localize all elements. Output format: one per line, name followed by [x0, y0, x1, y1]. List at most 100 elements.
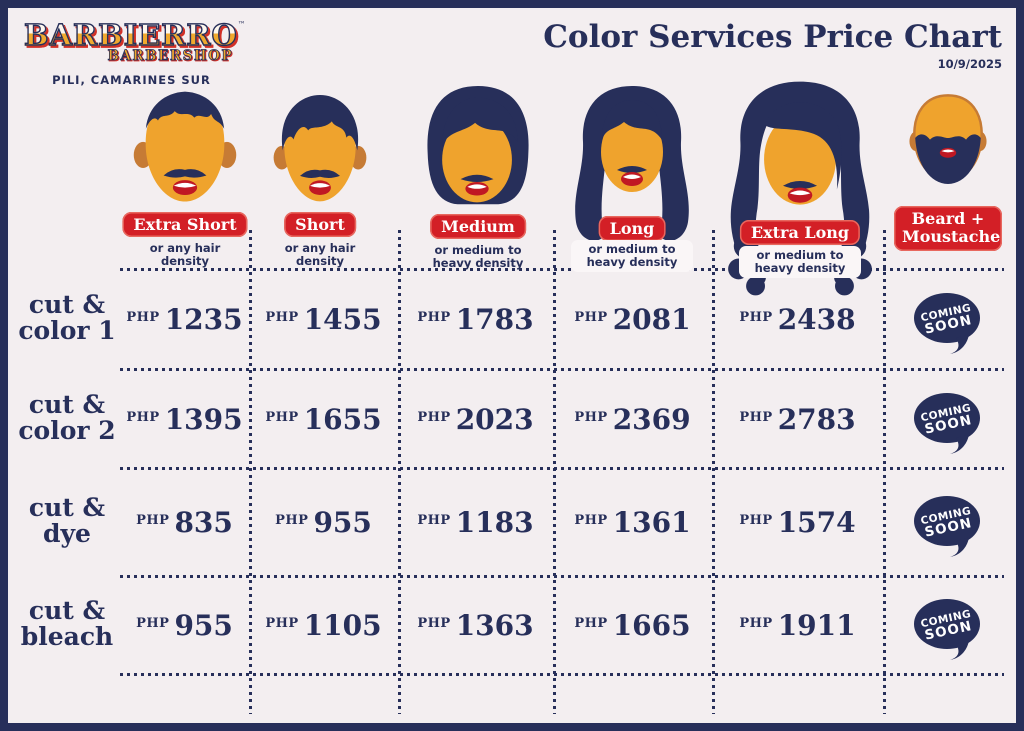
density-subtitle: or any hair density	[284, 241, 356, 269]
medium-hair-icon	[427, 86, 529, 205]
currency-label: PHP	[739, 409, 773, 425]
currency-label: PHP	[417, 309, 451, 325]
grid-hline	[120, 268, 1004, 271]
price-value: 1455	[303, 303, 382, 336]
length-badge-short: Short	[284, 212, 356, 237]
grid-hline	[120, 368, 1004, 371]
price-cell: PHP 1783	[398, 302, 553, 338]
price-value: 2369	[612, 403, 691, 436]
brand-location: PILI, CAMARINES SUR	[52, 73, 211, 87]
price-value: 1183	[455, 506, 534, 539]
price-value: 955	[313, 506, 372, 539]
extra-short-hair-icon	[133, 91, 237, 202]
currency-label: PHP	[739, 512, 773, 528]
price-value: 1235	[164, 303, 243, 336]
coming-soon-bubble: COMING SOON	[914, 293, 980, 354]
price-value: 2081	[612, 303, 691, 336]
grid-vline	[398, 230, 401, 714]
grid-vline	[553, 230, 556, 714]
currency-label: PHP	[265, 409, 299, 425]
price-value: 2438	[777, 303, 856, 336]
service-row-label: cut & dye	[28, 493, 106, 548]
grid-hline	[120, 467, 1004, 470]
length-badge-beard-moustache: Beard + Moustache	[894, 206, 1002, 251]
price-value: 955	[174, 609, 233, 642]
price-cell: PHP 835	[120, 505, 249, 541]
currency-label: PHP	[417, 615, 451, 631]
service-row-label: cut & color 1	[18, 290, 116, 345]
grid-hline	[120, 575, 1004, 578]
coming-soon-bubble: COMING SOON	[914, 393, 980, 454]
grid-vline	[712, 230, 715, 714]
currency-label: PHP	[574, 615, 608, 631]
price-cell: PHP 955	[249, 505, 398, 541]
coming-soon-bubble: COMING SOON	[914, 496, 980, 557]
density-subtitle: or medium to heavy density	[739, 246, 861, 279]
price-value: 1655	[303, 403, 382, 436]
beard-moustache-icon	[909, 94, 987, 184]
brand-logo: BARBIERRO™	[23, 17, 245, 52]
density-subtitle: or medium to heavy density	[432, 243, 524, 271]
price-cell: PHP 1665	[553, 608, 712, 644]
long-hair-icon	[575, 86, 689, 241]
coming-soon-bubble: COMING SOON	[914, 599, 980, 660]
currency-label: PHP	[574, 309, 608, 325]
brand-block: BARBIERRO™ BARBERSHOP PILI, CAMARINES SU…	[23, 17, 245, 87]
price-cell: PHP 1395	[120, 402, 249, 438]
price-value: 1665	[612, 609, 691, 642]
price-value: 1783	[455, 303, 534, 336]
currency-label: PHP	[417, 409, 451, 425]
title-block: Color Services Price Chart 10/9/2025	[543, 20, 1002, 71]
currency-label: PHP	[136, 512, 170, 528]
price-cell: PHP 1574	[712, 505, 883, 541]
price-cell: PHP 2369	[553, 402, 712, 438]
price-value: 1911	[777, 609, 856, 642]
price-cell: PHP 1183	[398, 505, 553, 541]
price-cell: PHP 1235	[120, 302, 249, 338]
price-value: 1395	[164, 403, 243, 436]
currency-label: PHP	[739, 309, 773, 325]
trademark-symbol: ™	[237, 20, 246, 29]
density-subtitle: or any hair density	[149, 241, 221, 269]
price-cell: PHP 2023	[398, 402, 553, 438]
brand-logo-text: BARBIERRO	[23, 17, 238, 52]
short-hair-icon	[273, 94, 367, 202]
currency-label: PHP	[265, 615, 299, 631]
density-subtitle: or medium to heavy density	[571, 240, 693, 273]
grid-hline	[120, 673, 1004, 676]
length-badge-long: Long	[598, 216, 666, 241]
brand-tagline: BARBERSHOP	[107, 48, 233, 65]
currency-label: PHP	[136, 615, 170, 631]
grid-vline	[249, 230, 252, 714]
price-cell: PHP 2438	[712, 302, 883, 338]
page-title: Color Services Price Chart	[543, 19, 1002, 55]
price-value: 1361	[612, 506, 691, 539]
length-badge-extra-short: Extra Short	[122, 212, 248, 237]
date-text: 10/9/2025	[937, 57, 1002, 72]
price-cell: PHP 1105	[249, 608, 398, 644]
price-cell: PHP 1911	[712, 608, 883, 644]
price-cell: PHP 1361	[553, 505, 712, 541]
currency-label: PHP	[739, 615, 773, 631]
price-value: 1574	[777, 506, 856, 539]
price-value: 1105	[303, 609, 382, 642]
currency-label: PHP	[574, 512, 608, 528]
price-cell: PHP 1655	[249, 402, 398, 438]
currency-label: PHP	[126, 409, 160, 425]
price-cell: PHP 2081	[553, 302, 712, 338]
currency-label: PHP	[574, 409, 608, 425]
price-value: 835	[174, 506, 233, 539]
currency-label: PHP	[417, 512, 451, 528]
currency-label: PHP	[275, 512, 309, 528]
currency-label: PHP	[265, 309, 299, 325]
service-row-label: cut & bleach	[20, 596, 114, 651]
grid-vline	[883, 230, 886, 714]
price-cell: PHP 955	[120, 608, 249, 644]
price-cell: PHP 1455	[249, 302, 398, 338]
price-cell: PHP 1363	[398, 608, 553, 644]
price-value: 2023	[455, 403, 534, 436]
price-value: 2783	[777, 403, 856, 436]
service-row-label: cut & color 2	[18, 390, 116, 445]
length-badge-medium: Medium	[430, 214, 526, 239]
